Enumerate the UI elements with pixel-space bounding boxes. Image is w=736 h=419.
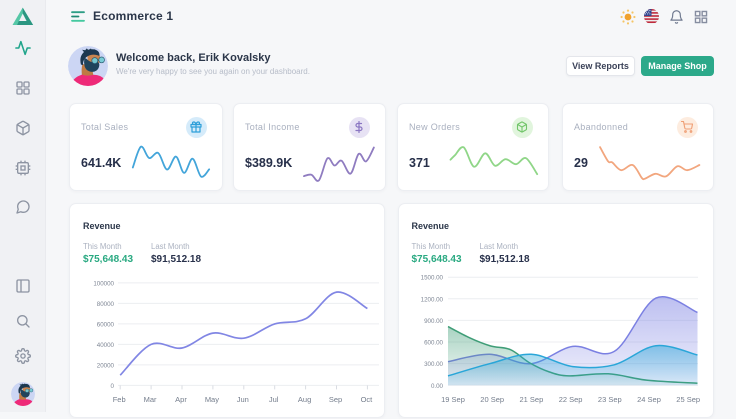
- svg-text:1500.00: 1500.00: [420, 275, 443, 282]
- svg-text:Jul: Jul: [269, 395, 279, 404]
- svg-text:Sep: Sep: [329, 395, 342, 404]
- svg-text:Aug: Aug: [298, 395, 311, 404]
- svg-text:Feb: Feb: [113, 395, 126, 404]
- svg-text:100000: 100000: [93, 280, 114, 287]
- svg-text:300.00: 300.00: [424, 361, 443, 368]
- svg-text:80000: 80000: [97, 301, 115, 308]
- svg-text:1200.00: 1200.00: [420, 296, 443, 303]
- svg-text:0: 0: [111, 383, 115, 390]
- svg-text:900.00: 900.00: [424, 318, 443, 325]
- svg-text:23 Sep: 23 Sep: [597, 395, 621, 404]
- svg-text:20000: 20000: [97, 362, 115, 369]
- svg-text:22 Sep: 22 Sep: [558, 395, 582, 404]
- svg-text:600.00: 600.00: [424, 340, 443, 347]
- svg-text:20 Sep: 20 Sep: [480, 395, 504, 404]
- svg-text:24 Sep: 24 Sep: [637, 395, 661, 404]
- svg-text:25 Sep: 25 Sep: [676, 395, 700, 404]
- svg-text:21 Sep: 21 Sep: [519, 395, 543, 404]
- svg-text:0.00: 0.00: [430, 383, 443, 390]
- svg-text:60000: 60000: [97, 321, 115, 328]
- svg-text:19 Sep: 19 Sep: [441, 395, 465, 404]
- svg-text:May: May: [205, 395, 219, 404]
- svg-text:Mar: Mar: [144, 395, 157, 404]
- svg-text:40000: 40000: [97, 342, 115, 349]
- svg-text:Jun: Jun: [237, 395, 249, 404]
- svg-text:Oct: Oct: [361, 395, 374, 404]
- svg-text:Apr: Apr: [175, 395, 187, 404]
